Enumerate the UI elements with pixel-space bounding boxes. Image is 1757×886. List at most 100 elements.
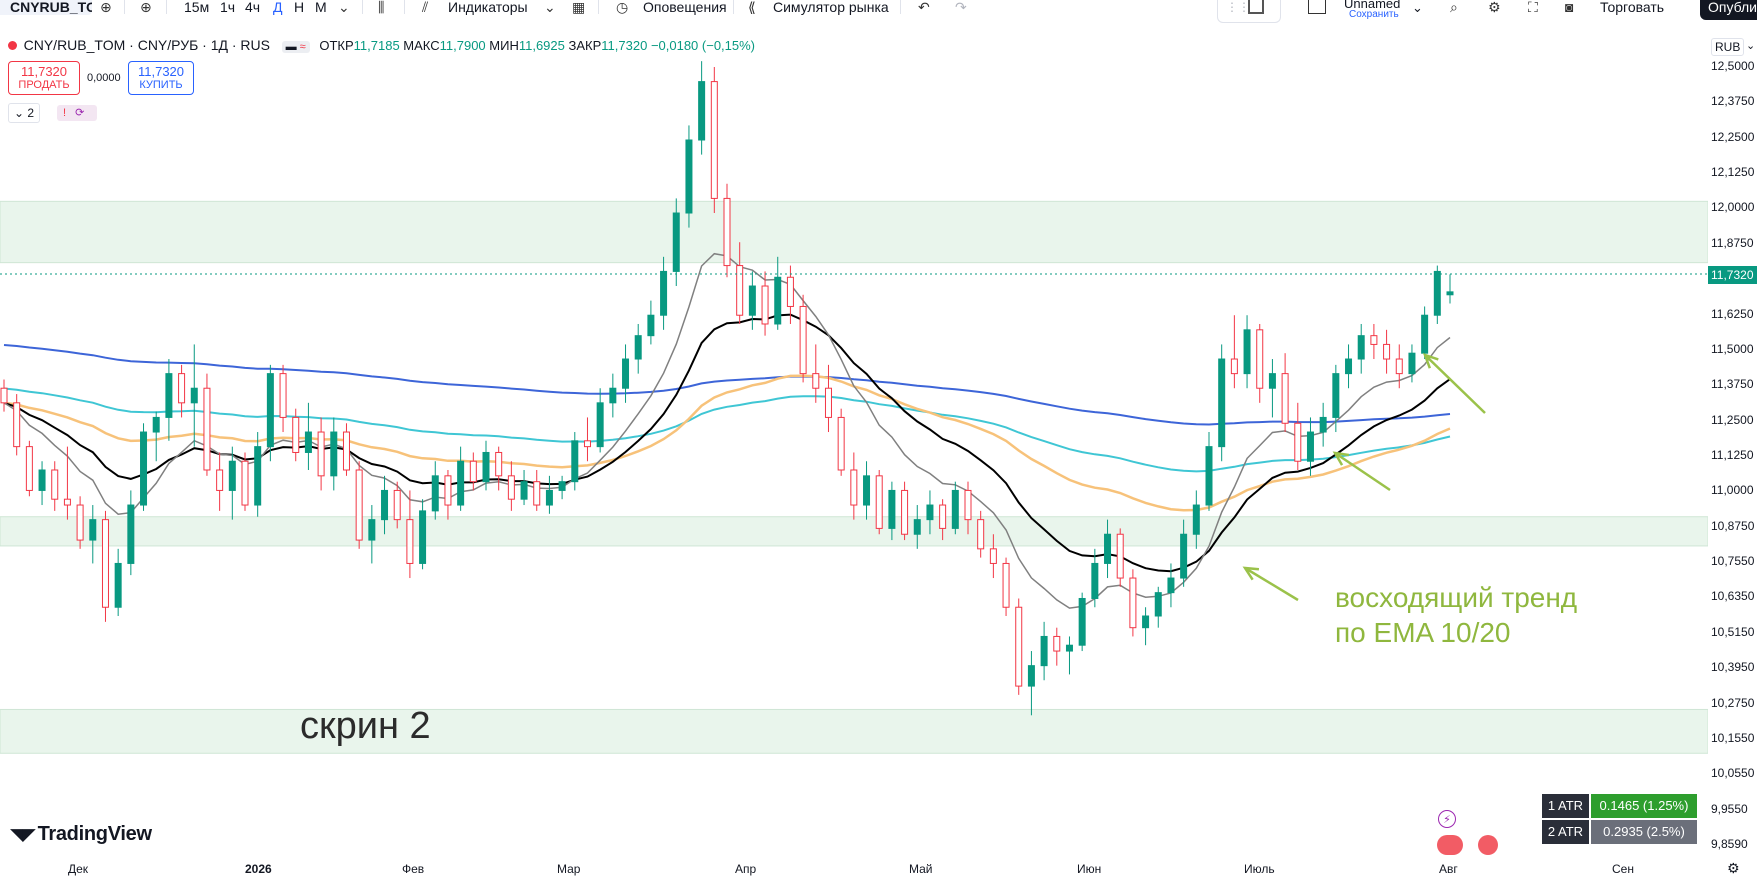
chevron-down-icon[interactable]: ⌄ — [338, 0, 350, 15]
tv-logo-icon: ◥◤ — [10, 825, 36, 844]
select-area-icon[interactable] — [1248, 0, 1264, 14]
interval-day[interactable]: Д — [273, 0, 283, 15]
candle-body — [875, 475, 883, 529]
candle — [469, 452, 477, 491]
candle-body — [660, 270, 668, 316]
replay-icon[interactable]: ⟪ — [748, 0, 756, 15]
candle — [482, 440, 490, 491]
candle-body — [520, 481, 528, 500]
symbol-legend: CNY/RUB_TOM · CNY/РУБ · 1Д · RUS ▬ ≈ ОТК… — [8, 37, 755, 55]
candle-body — [1421, 314, 1429, 354]
publish-button[interactable]: Опублик — [1700, 0, 1757, 20]
interval-1h[interactable]: 1ч — [220, 0, 236, 15]
price-chart[interactable] — [0, 28, 1708, 868]
candle — [761, 271, 769, 336]
candle — [1192, 490, 1200, 549]
trade-button[interactable]: Торговать — [1600, 0, 1665, 15]
candle-body — [317, 431, 325, 477]
brand-text: TradingView — [37, 823, 152, 845]
candle — [406, 490, 414, 579]
alert-clock-icon[interactable]: ◷ — [616, 0, 629, 15]
chevron-down-icon[interactable]: ⌄ — [544, 0, 556, 15]
buy-button[interactable]: 11,7320 КУПИТЬ — [128, 61, 194, 95]
symbol-title[interactable]: CNY/RUB_TOM · CNY/РУБ · 1Д · RUS — [23, 37, 270, 53]
candle-body — [38, 469, 46, 491]
lightning-icon[interactable]: ⚡ — [1438, 810, 1456, 828]
atr-label: 1 ATR — [1542, 794, 1589, 818]
candle — [571, 432, 579, 491]
candle — [266, 364, 274, 462]
indicator-status[interactable]: ! ⟳ — [57, 105, 97, 121]
symbol-search-button[interactable]: CNYRUB_TOM — [0, 0, 92, 15]
candle — [1433, 265, 1441, 324]
interval-4h[interactable]: 4ч — [245, 0, 261, 15]
candle — [748, 271, 756, 330]
candle-body — [241, 460, 249, 506]
interval-week[interactable]: Н — [294, 0, 305, 15]
settings-gear-icon[interactable]: ⚙ — [1727, 860, 1740, 876]
trend-annotation-line: восходящий тренд — [1335, 582, 1578, 613]
alerts-button[interactable]: Оповещения — [643, 0, 727, 15]
currency-label[interactable]: RUB — [1711, 38, 1745, 56]
save-button[interactable]: Сохранить — [1349, 9, 1399, 20]
candle — [241, 452, 249, 511]
chevron-down-icon[interactable]: ⌄ — [1412, 0, 1423, 15]
candle — [939, 499, 947, 541]
price-tick-label: 11,0000 — [1711, 483, 1754, 498]
quick-search-icon[interactable]: ⌕ — [1450, 0, 1458, 15]
candle — [1027, 651, 1035, 716]
candle-body — [1383, 343, 1391, 360]
redo-icon[interactable]: ↷ — [955, 0, 967, 15]
annotation-arrow — [1242, 566, 1299, 602]
add-symbol-icon[interactable]: ⊕ — [100, 0, 112, 15]
fullscreen-icon[interactable]: ⛶ — [1528, 0, 1538, 15]
interval-15m[interactable]: 15м — [184, 0, 210, 15]
candle-body — [698, 81, 706, 141]
chevron-down-icon[interactable]: ⌄ — [1746, 40, 1756, 52]
candle-body — [723, 197, 731, 267]
trend-annotation: восходящий тренд по EMA 10/20 — [1335, 580, 1577, 650]
candle — [1065, 636, 1073, 675]
candle-body — [1408, 352, 1416, 375]
indicators-button[interactable]: Индикаторы — [448, 0, 528, 15]
candle-body — [1078, 597, 1086, 646]
layout-menu[interactable]: Unnamed Сохранить ⌄ — [1308, 0, 1423, 20]
camera-icon[interactable]: ◙ — [1565, 0, 1574, 15]
indicators-icon[interactable]: ⫽ — [422, 0, 429, 15]
flag-icon[interactable] — [1478, 835, 1498, 855]
candles-style-icon[interactable]: ⫼ — [378, 0, 385, 15]
candle — [913, 505, 921, 549]
arrow-head — [1332, 451, 1350, 466]
candle — [1218, 344, 1226, 462]
annotation-arrow — [1422, 353, 1486, 414]
price-axis[interactable]: RUB ⌄ 12,5000 12,3750 12,2500 12,1250 12,000… — [1708, 28, 1757, 868]
candle-body — [1230, 358, 1238, 375]
visibility-toggle-icon[interactable]: ▬ ≈ — [281, 41, 310, 53]
candle — [1294, 402, 1302, 470]
flags-group-icon[interactable] — [1437, 835, 1463, 855]
undo-icon[interactable]: ↶ — [918, 0, 930, 15]
candle-body — [1142, 615, 1150, 629]
tradingview-logo[interactable]: ◥◤ TradingView — [10, 823, 152, 846]
compare-plus-icon[interactable]: ⊕ — [140, 0, 152, 15]
drag-handle-icon[interactable]: ⋮⋮ — [1226, 0, 1250, 14]
replay-button[interactable]: Симулятор рынка — [773, 0, 889, 15]
indicators-collapse-button[interactable]: ⌄ 2 — [8, 103, 40, 123]
candle — [533, 469, 541, 511]
templates-icon[interactable]: ▦ — [572, 0, 586, 15]
candle — [520, 469, 528, 506]
settings-gear-icon[interactable]: ⚙ — [1488, 0, 1501, 15]
interval-month[interactable]: М — [315, 0, 327, 15]
candle-body — [1306, 431, 1314, 462]
time-tick-label: Июн — [1077, 862, 1102, 876]
candle-body — [228, 460, 236, 491]
buy-price: 11,7320 — [137, 64, 185, 79]
candle-body — [127, 504, 135, 564]
candle — [25, 440, 33, 497]
candle-body — [1015, 606, 1023, 687]
sell-button[interactable]: 11,7320 ПРОДАТЬ — [8, 61, 80, 95]
candle-body — [1205, 446, 1213, 506]
candle — [1180, 519, 1188, 587]
price-tick-label: 11,3750 — [1711, 377, 1754, 392]
candle-body — [216, 469, 224, 491]
